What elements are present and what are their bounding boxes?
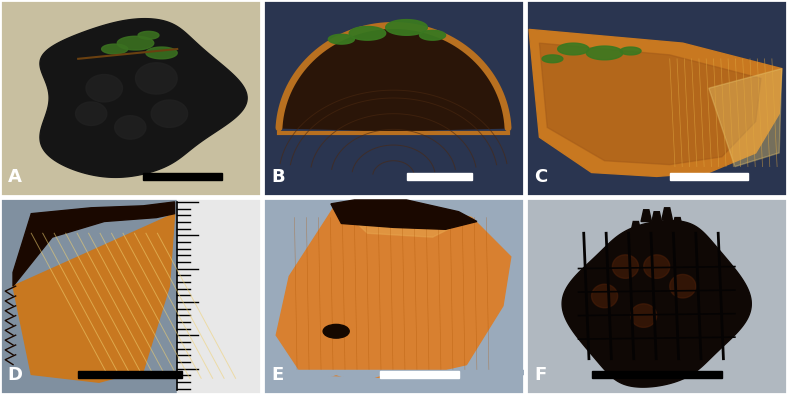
Polygon shape [529,30,781,177]
Polygon shape [662,208,672,219]
Polygon shape [13,202,175,286]
Polygon shape [620,47,641,55]
Polygon shape [419,30,445,40]
Text: D: D [8,366,23,384]
Polygon shape [592,284,618,308]
Ellipse shape [323,324,349,338]
Polygon shape [558,43,589,55]
Polygon shape [138,32,159,39]
Polygon shape [652,212,662,223]
Bar [78,372,183,378]
Polygon shape [562,221,752,387]
Polygon shape [146,47,177,59]
Polygon shape [13,214,175,382]
Polygon shape [336,202,471,237]
Polygon shape [430,370,477,382]
Polygon shape [586,46,623,60]
Polygon shape [383,370,430,382]
Polygon shape [670,275,696,298]
Polygon shape [331,200,477,229]
Text: A: A [8,168,22,186]
Polygon shape [612,255,638,278]
Bar [143,173,221,180]
Text: B: B [271,168,285,186]
Bar [380,372,459,378]
Polygon shape [641,210,652,221]
Polygon shape [76,102,107,125]
Polygon shape [630,304,656,327]
Polygon shape [542,55,563,63]
Polygon shape [115,116,146,139]
Polygon shape [539,43,761,165]
Polygon shape [279,26,508,133]
Polygon shape [328,34,354,44]
Polygon shape [709,69,781,167]
Polygon shape [336,370,383,382]
Polygon shape [672,217,683,229]
Polygon shape [117,36,153,50]
Polygon shape [477,370,524,382]
Bar [670,173,748,180]
Polygon shape [644,255,670,278]
Text: E: E [271,366,283,384]
Polygon shape [86,74,123,102]
Polygon shape [630,221,641,233]
Bar [407,173,471,180]
Bar [177,198,260,394]
Polygon shape [151,100,187,127]
Polygon shape [290,370,336,382]
Polygon shape [40,19,247,177]
Text: F: F [534,366,546,384]
Polygon shape [135,63,177,94]
Text: C: C [534,168,548,186]
Bar [592,372,722,378]
Polygon shape [102,44,127,54]
Polygon shape [276,202,511,378]
Polygon shape [349,26,386,40]
Polygon shape [386,20,427,35]
